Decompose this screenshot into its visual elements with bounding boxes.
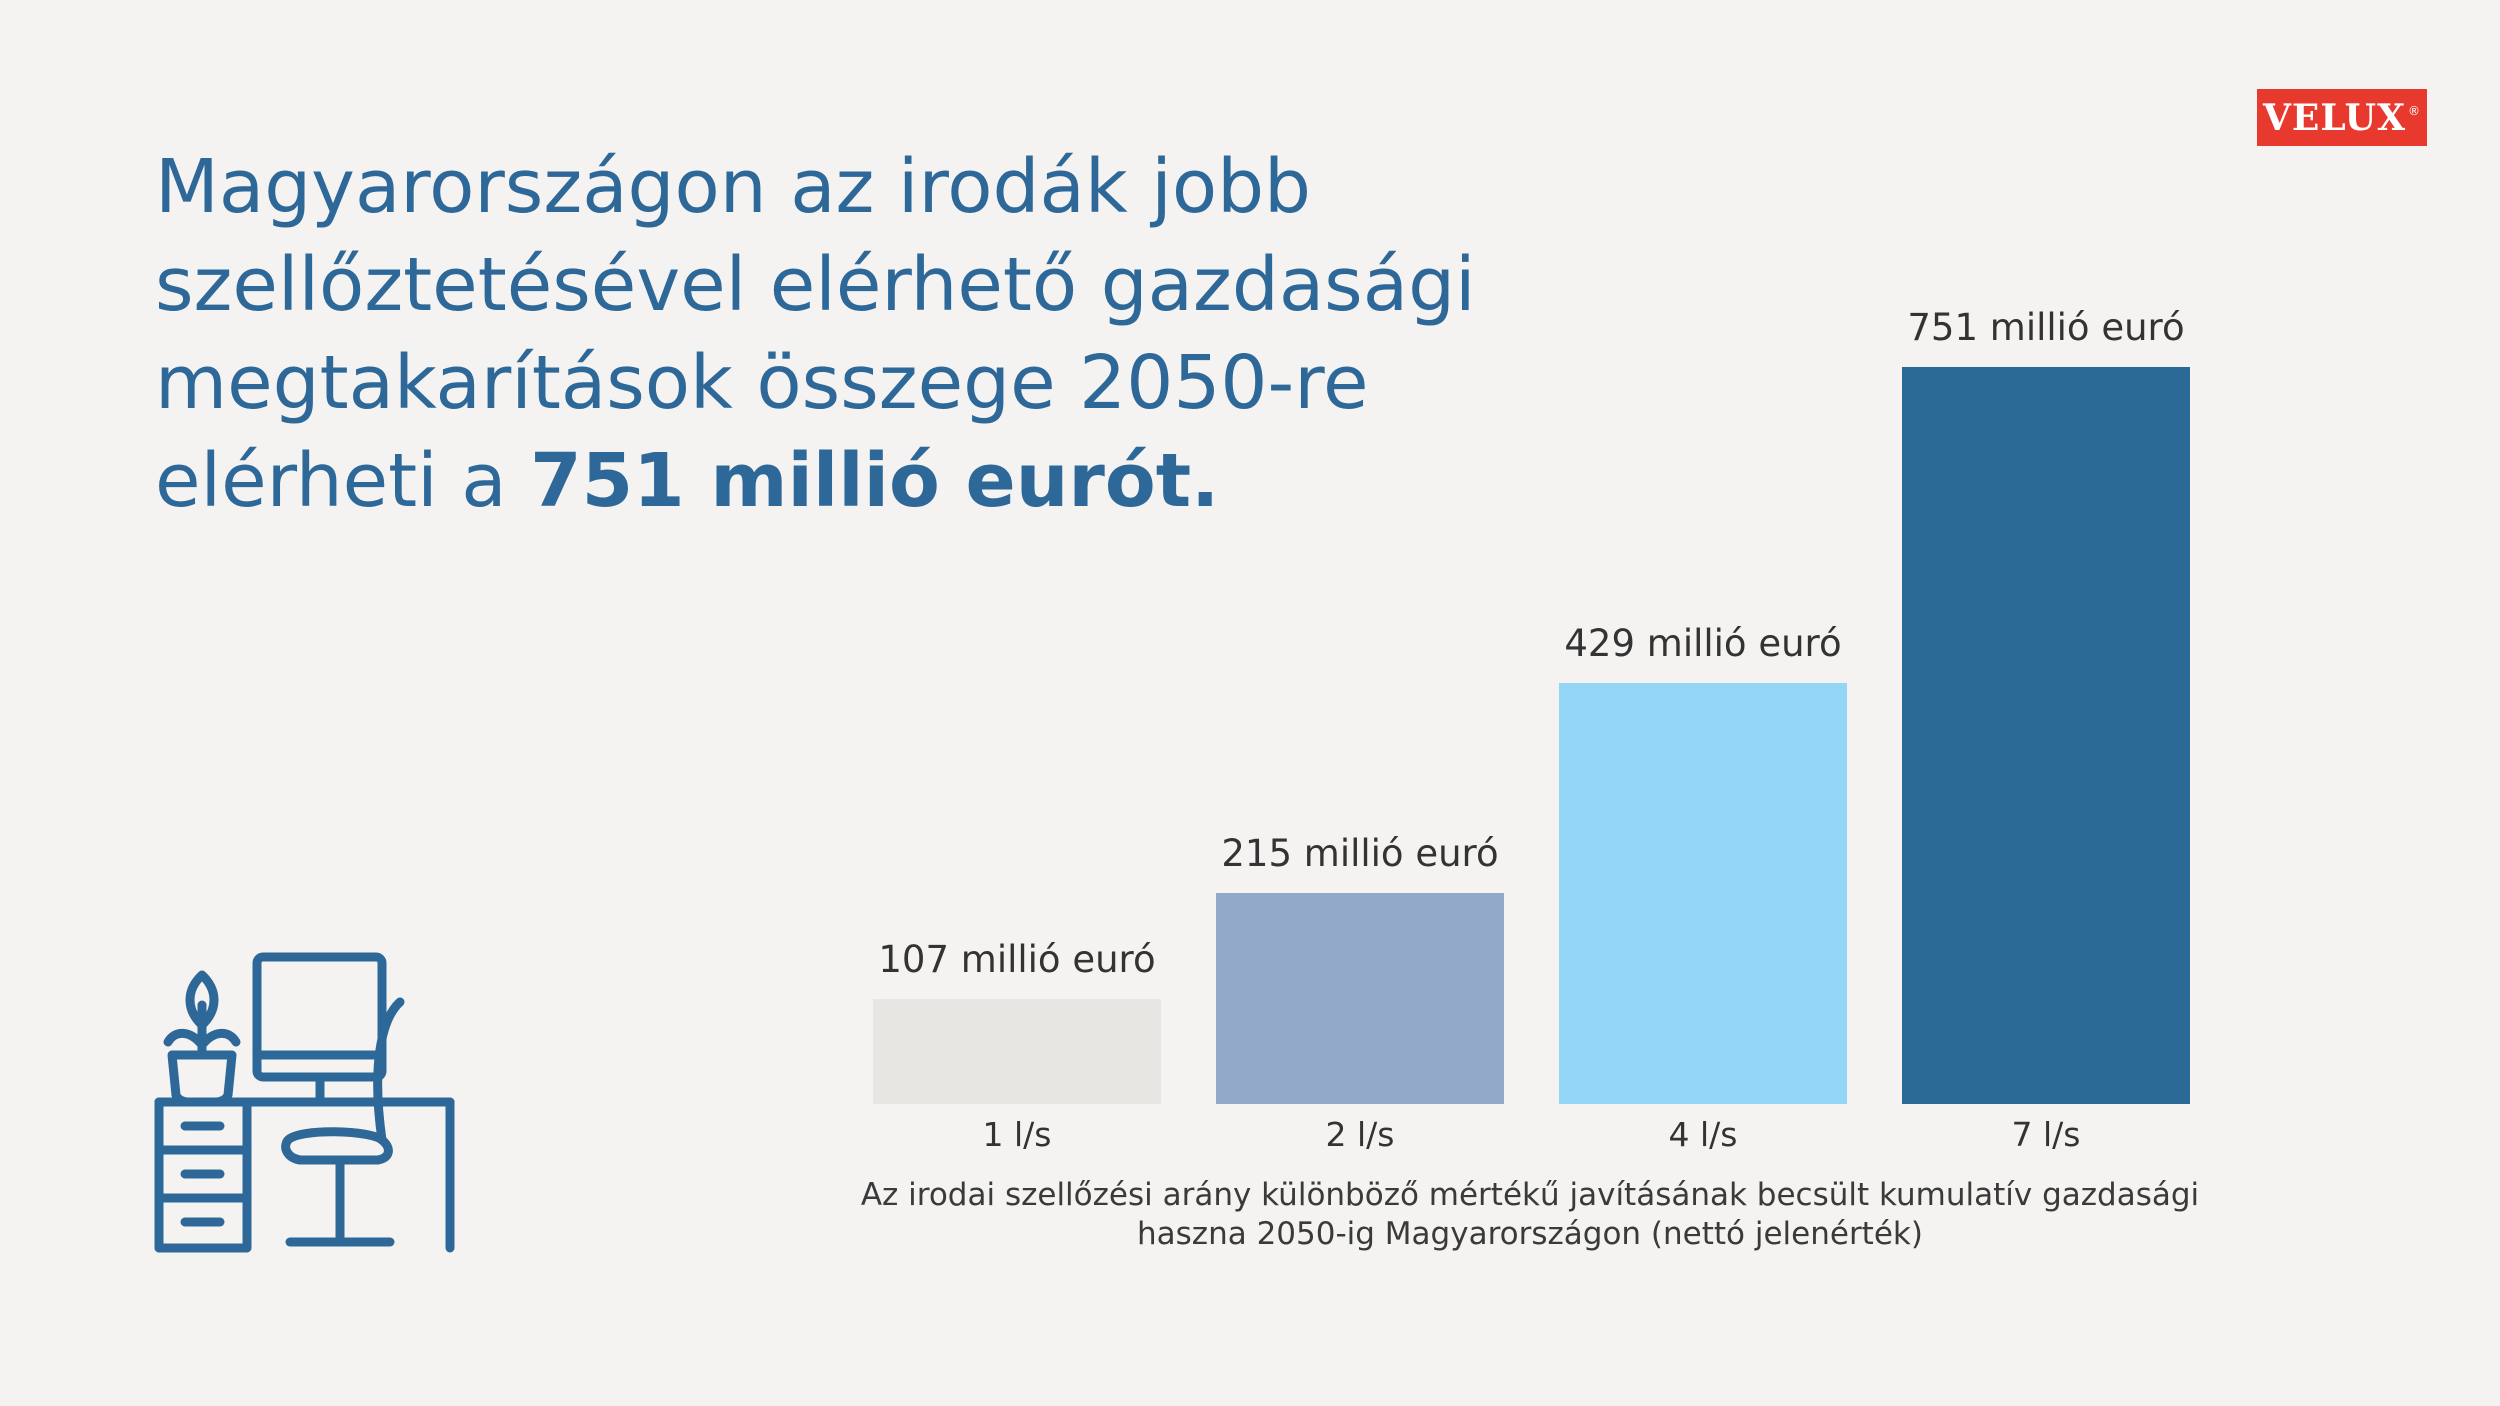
headline-line-4: elérheti a 751 millió eurót. (155, 432, 1855, 530)
headline: Magyarországon az irodák jobb szellőztet… (155, 138, 1855, 530)
category-label-3: 4 l/s (1669, 1115, 1738, 1154)
registered-mark: ® (2408, 103, 2422, 118)
headline-line-1: Magyarországon az irodák jobb (155, 144, 1312, 230)
plant-left-leaf (163, 1028, 207, 1050)
headline-line-3: megtakarítások összege 2050-re (155, 340, 1369, 426)
chair-back (373, 997, 405, 1145)
chart-caption-line-2: haszna 2050-ig Magyarországon (nettó jel… (1137, 1216, 1923, 1252)
bar-value-label-3: 429 millió euró (1564, 622, 1841, 665)
chart-caption-line-1: Az irodai szellőzési arány különböző mér… (860, 1177, 2200, 1213)
plant-right-leaf (197, 1028, 241, 1050)
bar-4 (1902, 367, 2190, 1104)
bar-1 (873, 998, 1161, 1104)
headline-line-4-prefix: elérheti a (155, 438, 531, 524)
velux-logo-text: VELUX (2262, 96, 2407, 139)
chart-caption: Az irodai szellőzési arány különböző mér… (830, 1176, 2230, 1254)
bar-value-label-1: 107 millió euró (878, 938, 1155, 981)
bar-2 (1216, 893, 1504, 1104)
office-desk-icon (154, 952, 455, 1253)
plant-pot (167, 1050, 237, 1107)
category-label-4: 7 l/s (2012, 1115, 2081, 1154)
chair-seat (281, 1127, 393, 1165)
bar-value-label-4: 751 millió euró (1907, 306, 2184, 349)
bar-3 (1559, 682, 1847, 1104)
desk-drawer-unit (154, 1097, 252, 1253)
bar-value-label-2: 215 millió euró (1221, 832, 1498, 875)
headline-highlight: 751 millió eurót. (530, 438, 1220, 524)
headline-line-2: szellőztetésével elérhető gazdasági (155, 242, 1476, 328)
category-label-1: 1 l/s (983, 1115, 1052, 1154)
velux-logo: VELUX ® (2257, 89, 2427, 146)
category-label-2: 2 l/s (1326, 1115, 1395, 1154)
